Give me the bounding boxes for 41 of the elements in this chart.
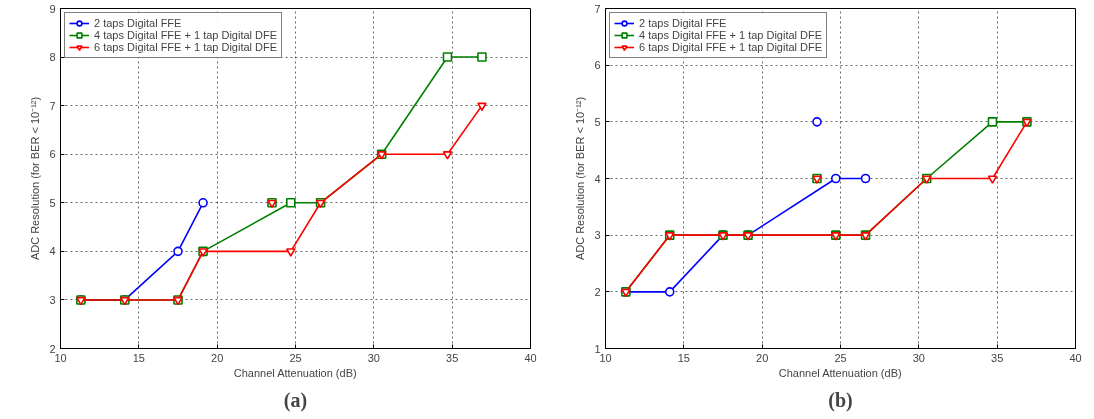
x-axis-title: Channel Attenuation (dB): [778, 366, 902, 379]
legend-label: 6 taps Digital FFE + 1 tap Digital DFE: [94, 41, 278, 53]
y-tick-label: 8: [49, 51, 56, 64]
x-tick-label: 40: [1069, 351, 1082, 364]
legend-label: 4 taps Digital FFE + 1 tap Digital DFE: [639, 29, 823, 41]
y-axis-title: ADC Resolution (for BER < 10⁻¹²): [29, 96, 42, 261]
legend-label: 2 taps Digital FFE: [639, 17, 727, 29]
x-tick-label: 35: [446, 351, 459, 364]
x-tick-label: 15: [677, 351, 690, 364]
x-tick-label: 25: [289, 351, 302, 364]
x-axis-title: Channel Attenuation (dB): [233, 366, 357, 379]
y-tick-label: 5: [594, 115, 601, 128]
y-tick-label: 4: [49, 245, 56, 258]
x-tick-label: 25: [834, 351, 847, 364]
y-tick-label: 2: [594, 285, 601, 298]
x-tick-label: 20: [756, 351, 769, 364]
x-tick-label: 30: [912, 351, 925, 364]
y-tick-label: 2: [49, 342, 56, 355]
x-tick-label: 20: [211, 351, 224, 364]
text: (b): [828, 388, 853, 412]
x-tick-label: 10: [54, 351, 67, 364]
y-tick-label: 3: [594, 229, 601, 242]
x-tick-label: 10: [599, 351, 612, 364]
y-tick-label: 3: [49, 293, 56, 306]
legend-label: 6 taps Digital FFE + 1 tap Digital DFE: [639, 41, 823, 53]
x-tick-label: 30: [367, 351, 380, 364]
y-tick-label: 6: [594, 59, 601, 72]
y-axis-title: ADC Resolution (for BER < 10⁻¹²): [574, 96, 587, 261]
x-tick-label: 35: [991, 351, 1004, 364]
x-tick-label: 40: [524, 351, 537, 364]
y-tick-label: 9: [49, 2, 56, 15]
y-tick-label: 6: [49, 148, 56, 161]
text: (a): [283, 388, 308, 412]
y-tick-label: 4: [594, 172, 601, 185]
legend-label: 4 taps Digital FFE + 1 tap Digital DFE: [94, 29, 278, 41]
y-tick-label: 5: [49, 196, 56, 209]
y-tick-label: 7: [594, 2, 601, 15]
x-tick-label: 15: [132, 351, 145, 364]
legend-label: 2 taps Digital FFE: [94, 17, 182, 29]
y-tick-label: 7: [49, 99, 56, 112]
y-tick-label: 1: [594, 342, 601, 355]
